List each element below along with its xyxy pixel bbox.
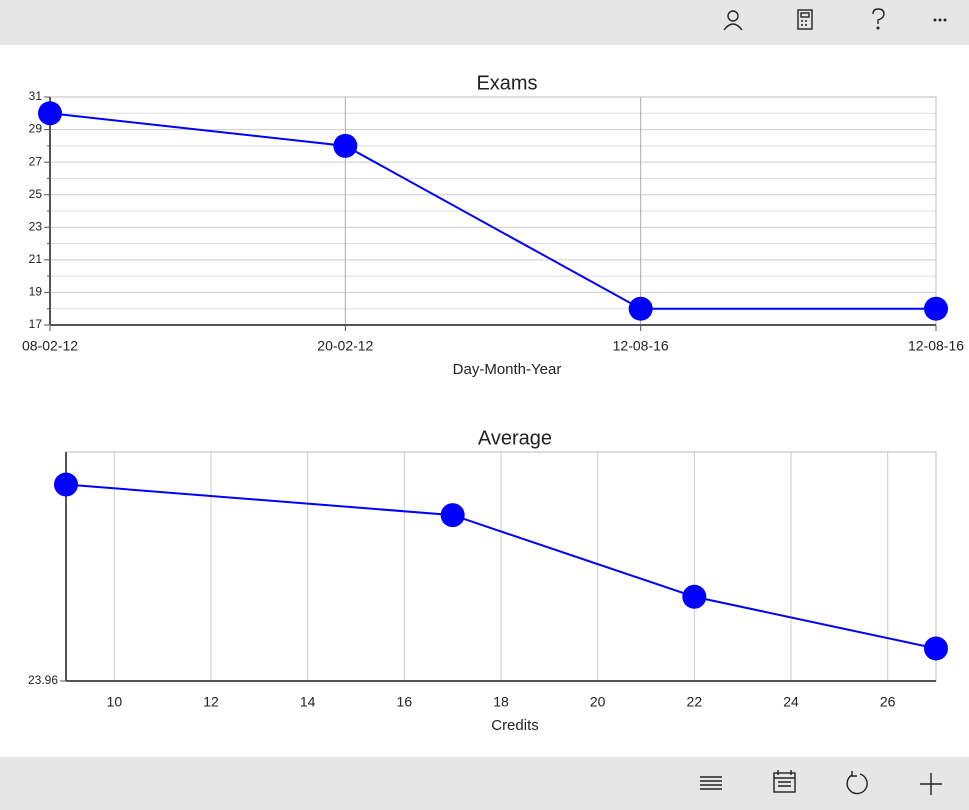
top-bar xyxy=(0,0,969,45)
data-point xyxy=(440,503,465,528)
x-tick-label: 12-08-16 xyxy=(613,338,669,354)
calendar-button[interactable] xyxy=(773,770,796,793)
add-button[interactable] xyxy=(920,773,942,795)
data-point xyxy=(924,636,948,661)
x-tick-label: 20-02-12 xyxy=(317,338,373,354)
help-button[interactable] xyxy=(872,8,885,30)
x-tick-label: 24 xyxy=(783,694,799,710)
y-tick-label: 23 xyxy=(29,219,43,233)
series-line xyxy=(49,112,936,310)
data-point xyxy=(924,296,948,321)
data-point xyxy=(54,472,78,497)
x-tick-label: 18 xyxy=(493,694,509,710)
x-tick-label: 14 xyxy=(300,694,316,710)
y-tick-label: 19 xyxy=(29,285,43,299)
list-button[interactable] xyxy=(700,776,722,790)
bottom-bar xyxy=(0,757,969,810)
x-tick-label: 10 xyxy=(107,694,123,710)
x-tick-label: 20 xyxy=(590,694,606,710)
data-point xyxy=(38,101,62,126)
chart-title: Exams xyxy=(476,72,537,94)
y-tick-label: 31 xyxy=(29,89,43,103)
data-point xyxy=(682,584,707,609)
y-tick-label: 23.96 xyxy=(28,673,58,687)
series-line xyxy=(65,483,937,650)
y-tick-label: 17 xyxy=(29,317,43,331)
x-axis-label: Credits xyxy=(491,717,539,734)
top-icons xyxy=(723,8,947,31)
charts: Exams 17 19 21 23 25 27 29 31 08-02-12 20-02-12 12-… xyxy=(22,72,964,734)
x-tick-label: 12-08-16 xyxy=(908,338,964,354)
x-tick-label: 22 xyxy=(687,694,703,710)
y-tick-label: 27 xyxy=(29,154,43,168)
refresh-button[interactable] xyxy=(846,771,868,795)
x-axis-label: Day-Month-Year xyxy=(453,361,562,378)
calculator-button[interactable] xyxy=(797,9,813,30)
account-button[interactable] xyxy=(723,10,743,31)
data-point xyxy=(628,296,653,321)
bottom-icons xyxy=(700,770,942,795)
x-tick-label: 12 xyxy=(203,694,219,710)
chart-title: Average xyxy=(478,427,552,449)
more-button[interactable] xyxy=(933,18,947,22)
x-tick-label: 16 xyxy=(397,694,413,710)
y-tick-label: 25 xyxy=(29,187,43,201)
x-tick-label: 26 xyxy=(880,694,896,710)
y-tick-label: 29 xyxy=(29,122,43,136)
x-tick-label: 08-02-12 xyxy=(22,338,78,354)
y-tick-label: 21 xyxy=(29,252,43,266)
data-point xyxy=(333,133,358,158)
